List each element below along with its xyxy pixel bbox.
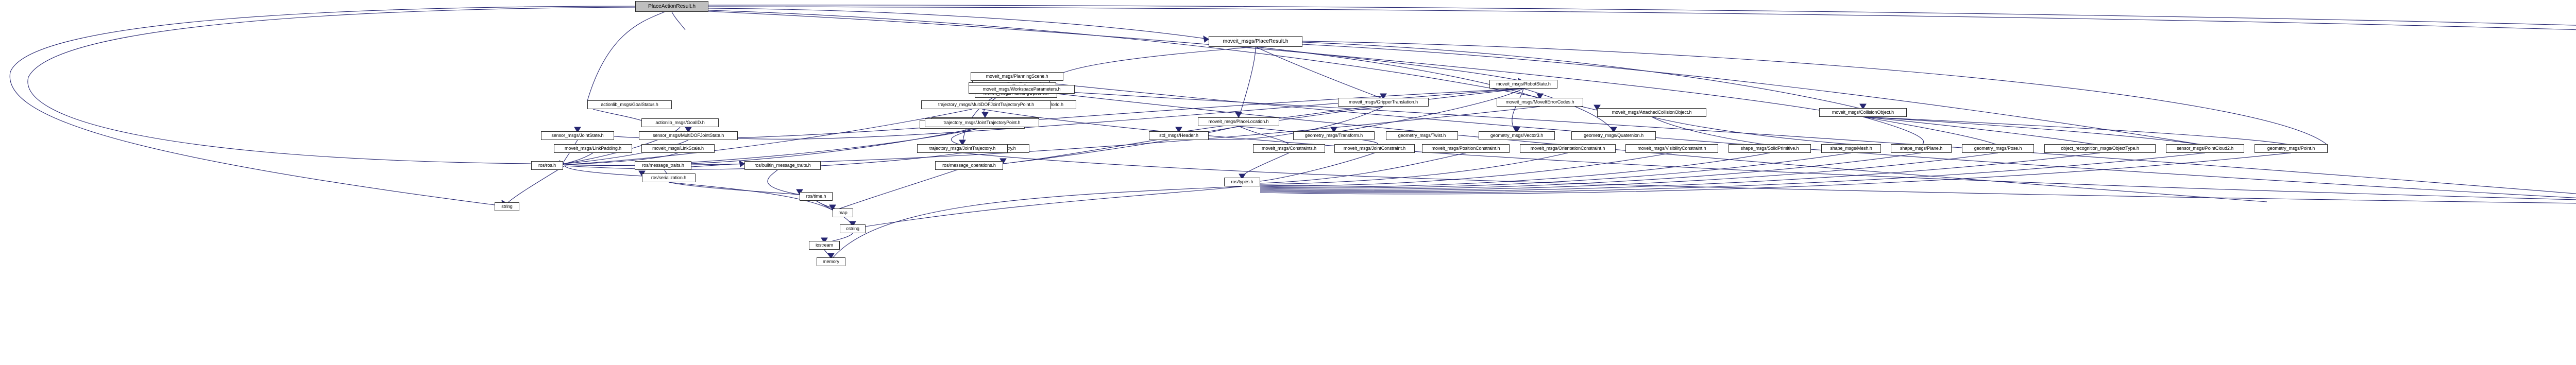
graph-node[interactable]: shape_msgs/Mesh.h [1821, 144, 1881, 153]
graph-node[interactable]: moveit_msgs/Constraints.h [1253, 144, 1325, 153]
graph-node[interactable]: object_recognition_msgs/ObjectType.h [2044, 144, 2156, 153]
graph-node[interactable]: ros/ros.h [531, 161, 563, 170]
graph-node[interactable]: geometry_msgs/Quaternion.h [1571, 131, 1656, 140]
graph-node[interactable]: geometry_msgs/Point.h [2255, 144, 2328, 153]
graph-node[interactable]: std_msgs/Header.h [1149, 131, 1209, 140]
graph-node[interactable]: geometry_msgs/Vector3.h [1479, 131, 1555, 140]
graph-node[interactable]: moveit_msgs/OrientationConstraint.h [1520, 144, 1616, 153]
graph-node[interactable]: shape_msgs/SolidPrimitive.h [1728, 144, 1811, 153]
graph-node[interactable]: moveit_msgs/PlaceLocation.h [1198, 117, 1279, 126]
graph-node[interactable]: moveit_msgs/VisibilityConstraint.h [1625, 144, 1718, 153]
graph-node[interactable]: moveit_msgs/PositionConstraint.h [1422, 144, 1510, 153]
graph-node[interactable]: moveit_msgs/PlaceResult.h [1209, 36, 1302, 47]
graph-node[interactable]: moveit_msgs/CollisionObject.h [1819, 108, 1907, 117]
graph-node[interactable]: iostream [809, 241, 840, 250]
graph-node[interactable]: ros/builtin_message_traits.h [744, 161, 821, 170]
graph-node[interactable]: moveit_msgs/GripperTranslation.h [1338, 98, 1429, 107]
graph-node[interactable]: map [833, 208, 853, 217]
graph-node[interactable]: shape_msgs/Plane.h [1891, 144, 1952, 153]
graph-node[interactable]: ros/message_operations.h [935, 161, 1003, 170]
graph-node[interactable]: sensor_msgs/MultiDOFJointState.h [639, 131, 738, 140]
graph-node[interactable]: moveit_msgs/RobotState.h [1489, 80, 1557, 89]
graph-node[interactable]: moveit_msgs/WorkspaceParameters.h [969, 85, 1075, 94]
graph-node[interactable]: moveit_msgs/LinkPadding.h [554, 144, 632, 153]
graph-node[interactable]: geometry_msgs/Pose.h [1962, 144, 2034, 153]
graph-node[interactable]: actionlib_msgs/GoalID.h [641, 118, 719, 127]
graph-node[interactable]: cstring [840, 224, 866, 233]
graph-node[interactable]: sensor_msgs/JointState.h [541, 131, 614, 140]
graph-node[interactable]: geometry_msgs/Transform.h [1293, 131, 1375, 140]
graph-node[interactable]: sensor_msgs/PointCloud2.h [2166, 144, 2244, 153]
graph-node[interactable]: ros/message_traits.h [635, 161, 691, 170]
graph-node[interactable]: memory [817, 257, 845, 266]
graph-node[interactable]: string [495, 202, 519, 211]
graph-node[interactable]: moveit_msgs/MoveItErrorCodes.h [1497, 98, 1583, 107]
graph-node[interactable]: ros/time.h [800, 192, 833, 201]
graph-node[interactable]: moveit_msgs/LinkScale.h [641, 144, 715, 153]
graph-node[interactable]: trajectory_msgs/JointTrajectoryPoint.h [925, 118, 1039, 127]
graph-node[interactable]: ros/serialization.h [642, 173, 696, 182]
graph-node[interactable]: ros/types.h [1224, 178, 1260, 186]
graph-node[interactable]: moveit_msgs/PlanningScene.h [971, 72, 1063, 81]
graph-node[interactable]: trajectory_msgs/MultiDOFJointTrajectoryP… [921, 100, 1051, 109]
graph-node[interactable]: moveit_msgs/JointConstraint.h [1334, 144, 1415, 153]
graph-node[interactable]: trajectory_msgs/JointTrajectory.h [917, 144, 1008, 153]
graph-node[interactable]: geometry_msgs/Twist.h [1386, 131, 1458, 140]
graph-node[interactable]: actionlib_msgs/GoalStatus.h [587, 100, 672, 109]
graph-node[interactable]: moveit_msgs/AttachedCollisionObject.h [1597, 108, 1706, 117]
graph-node-root[interactable]: PlaceActionResult.h [635, 1, 708, 12]
